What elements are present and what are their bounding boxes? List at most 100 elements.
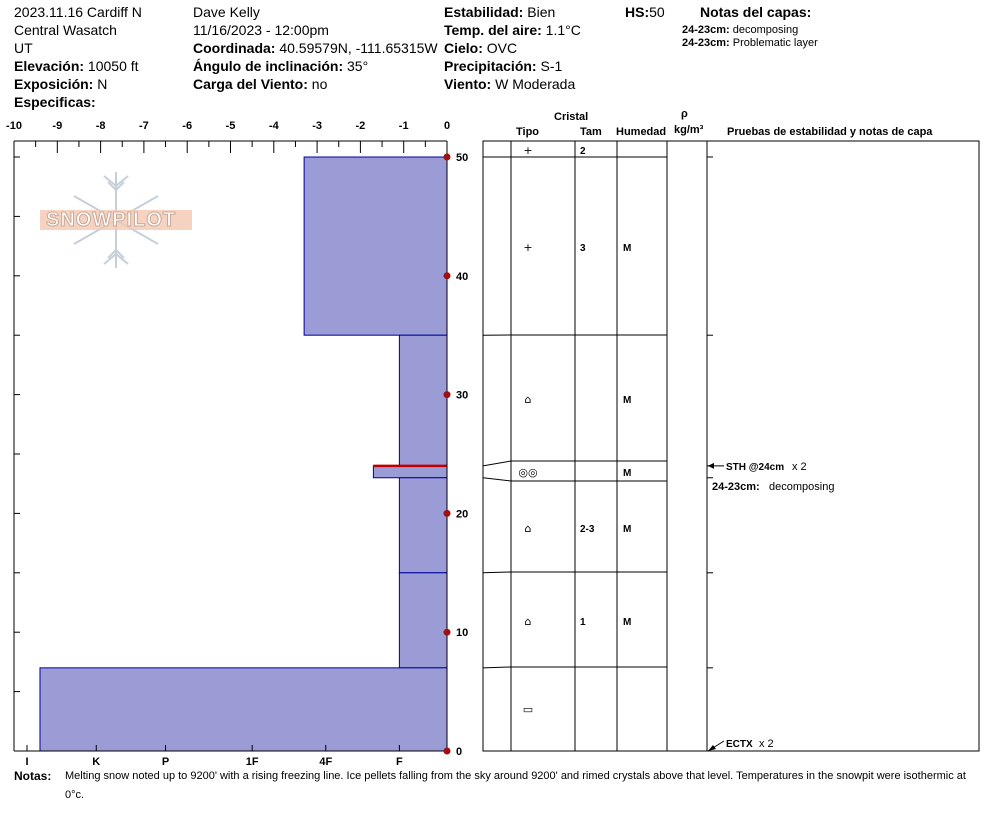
- temp-tick-label: -2: [356, 120, 366, 132]
- hardness-tick-label: P: [162, 756, 169, 768]
- height-tick-label: 10: [456, 627, 468, 639]
- hs-value: 50: [649, 4, 665, 20]
- moisture-value: M: [623, 468, 631, 479]
- range-name: Central Wasatch: [14, 22, 117, 38]
- layer-connector-line: [482, 571, 512, 574]
- test-note-depth: 24-23cm:: [712, 481, 760, 493]
- snowpilot-logo: SNOWPILOT: [38, 170, 194, 270]
- coord-value: 40.59579N, -111.65315W: [279, 40, 438, 56]
- wind-load-value: no: [311, 76, 328, 92]
- air-temp-label: Temp. del aire:: [444, 22, 542, 38]
- precip-value: S-1: [540, 58, 563, 74]
- sky-value: OVC: [486, 40, 518, 56]
- grain-type-symbol: ▭: [523, 703, 533, 716]
- temp-tick-label: 0: [444, 120, 450, 132]
- layer-connector-line: [482, 460, 512, 467]
- stability-label: Estabilidad:: [444, 4, 524, 20]
- layer-connector-line: [482, 477, 512, 482]
- aspect-value: N: [97, 76, 108, 92]
- layer-note-1: 24-23cm: decomposing: [682, 24, 798, 37]
- layer-table-frame: [482, 140, 980, 752]
- layer-note-text: Problematic layer: [732, 37, 818, 49]
- notes-label: Notas:: [14, 769, 52, 783]
- grain-type-symbol: ⌂: [525, 615, 532, 628]
- hardness-tick-label: K: [92, 756, 100, 768]
- stability-value: Bien: [527, 4, 556, 20]
- moisture-value: M: [623, 243, 631, 254]
- crystal-header: Cristal: [554, 111, 589, 123]
- slope-label: Ángulo de inclinación:: [193, 58, 344, 74]
- grain-type-symbol: ⌂: [525, 393, 532, 406]
- temp-tick-label: -4: [269, 120, 280, 132]
- test-count: x 2: [759, 738, 774, 750]
- datetime: 11/16/2023 - 12:00pm: [193, 22, 329, 38]
- layer-note-depth: 24-23cm:: [682, 24, 730, 36]
- slope-value: 35°: [347, 58, 369, 74]
- pit-title: 2023.11.16 Cardiff N: [14, 4, 142, 20]
- hs-label: HS:: [625, 4, 650, 20]
- grain-type-symbol: +: [523, 241, 532, 254]
- grain-type-symbol: ⌂: [525, 522, 532, 535]
- density-unit-header: kg/m³: [674, 124, 704, 136]
- hardness-layer-bar: [39, 667, 448, 752]
- layer-note-2: 24-23cm: Problematic layer: [682, 37, 818, 50]
- logo-text: SNOWPILOT: [45, 209, 177, 232]
- moisture-value: M: [623, 395, 631, 406]
- height-tick-label: 40: [456, 271, 468, 283]
- moisture-value: M: [623, 524, 631, 535]
- temp-tick-label: -7: [139, 120, 149, 132]
- temperature-point: [443, 628, 451, 636]
- layer-notes-title: Notas del capas:: [700, 4, 812, 20]
- rho-header: ρ: [681, 108, 688, 120]
- temperature-point: [443, 391, 451, 399]
- height-tick-label: 20: [456, 508, 468, 520]
- height-tick-label: 30: [456, 390, 468, 402]
- grain-type-symbol: +: [523, 144, 532, 157]
- hardness-tick-label: F: [396, 756, 403, 768]
- hardness-layer-bar: [398, 334, 448, 467]
- wind-value: W Moderada: [495, 76, 576, 92]
- hardness-layer-bar: [303, 156, 448, 336]
- hardness-layer-bar: [398, 477, 448, 574]
- tests-header: Pruebas de estabilidad y notas de capa: [727, 126, 933, 138]
- layer-note-depth: 24-23cm:: [682, 37, 730, 49]
- moisture-header: Humedad: [616, 126, 667, 138]
- grain-size: 1: [580, 617, 586, 628]
- hardness-tick-label: I: [25, 756, 28, 768]
- test-note-text: decomposing: [769, 481, 834, 493]
- hardness-tick-label: 4F: [319, 756, 332, 768]
- elevation-value: 10050 ft: [87, 58, 139, 74]
- coord-label: Coordinada:: [193, 40, 276, 56]
- grain-size: 2-3: [580, 524, 595, 535]
- grain-size: 2: [580, 146, 586, 157]
- temperature-point: [443, 509, 451, 517]
- temp-tick-label: -10: [6, 120, 22, 132]
- temp-tick-label: -5: [226, 120, 236, 132]
- temperature-point: [443, 747, 451, 755]
- sky-label: Cielo:: [444, 40, 483, 56]
- test-pointer-arrow: [708, 745, 716, 751]
- hardness-tick-label: 1F: [246, 756, 259, 768]
- snowflake-icon: [40, 172, 192, 268]
- notes-text: Melting snow noted up to 9200' with a ri…: [65, 770, 966, 801]
- type-header: Tipo: [516, 126, 540, 138]
- wind-label: Viento:: [444, 76, 492, 92]
- temperature-point: [443, 272, 451, 280]
- temp-tick-label: -6: [182, 120, 192, 132]
- size-header: Tam: [580, 126, 602, 138]
- temp-tick-label: -8: [96, 120, 106, 132]
- grain-size: 3: [580, 243, 586, 254]
- grain-type-symbol: ◎◎: [518, 466, 537, 479]
- temp-tick-label: -3: [312, 120, 322, 132]
- layer-connector-line: [482, 666, 512, 669]
- hardness-layer-bar: [398, 572, 448, 669]
- height-tick-label: 50: [456, 152, 468, 164]
- hardness-layer-bar: [372, 465, 448, 479]
- test-count: x 2: [792, 461, 807, 473]
- elevation-label: Elevación:: [14, 58, 85, 74]
- test-pointer-arrow: [708, 462, 714, 469]
- temp-tick-label: -1: [399, 120, 409, 132]
- test-label: ECTX: [726, 739, 753, 750]
- specifics-label: Especificas:: [14, 94, 96, 110]
